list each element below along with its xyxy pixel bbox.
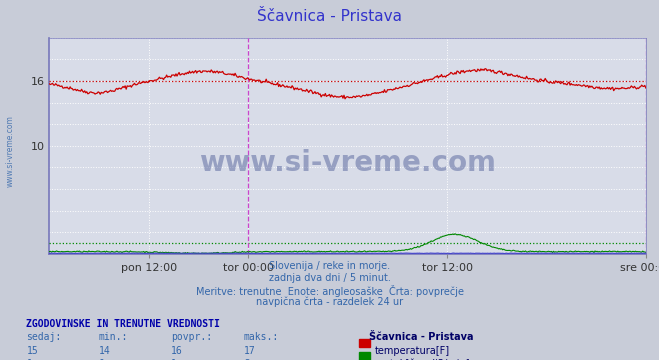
Text: 14: 14 [99,346,111,356]
Text: www.si-vreme.com: www.si-vreme.com [5,115,14,187]
Text: Slovenija / reke in morje.: Slovenija / reke in morje. [269,261,390,271]
Text: ZGODOVINSKE IN TRENUTNE VREDNOSTI: ZGODOVINSKE IN TRENUTNE VREDNOSTI [26,319,220,329]
Text: povpr.:: povpr.: [171,332,212,342]
Text: 17: 17 [244,346,256,356]
Text: temperatura[F]: temperatura[F] [374,346,449,356]
Text: 16: 16 [171,346,183,356]
Text: min.:: min.: [99,332,129,342]
Text: 1: 1 [26,359,32,360]
Text: 0: 0 [99,359,105,360]
Text: Ščavnica - Pristava: Ščavnica - Pristava [257,9,402,24]
Text: sedaj:: sedaj: [26,332,61,342]
Text: maks.:: maks.: [244,332,279,342]
Text: zadnja dva dni / 5 minut.: zadnja dva dni / 5 minut. [269,273,390,283]
Text: navpična črta - razdelek 24 ur: navpična črta - razdelek 24 ur [256,297,403,307]
Text: 1: 1 [171,359,177,360]
Text: Ščavnica - Pristava: Ščavnica - Pristava [369,332,474,342]
Text: pretok[čevelj3/min]: pretok[čevelj3/min] [374,359,470,360]
Text: www.si-vreme.com: www.si-vreme.com [199,149,496,177]
Text: 15: 15 [26,346,38,356]
Text: Meritve: trenutne  Enote: angleosaške  Črta: povprečje: Meritve: trenutne Enote: angleosaške Črt… [196,285,463,297]
Text: 2: 2 [244,359,250,360]
